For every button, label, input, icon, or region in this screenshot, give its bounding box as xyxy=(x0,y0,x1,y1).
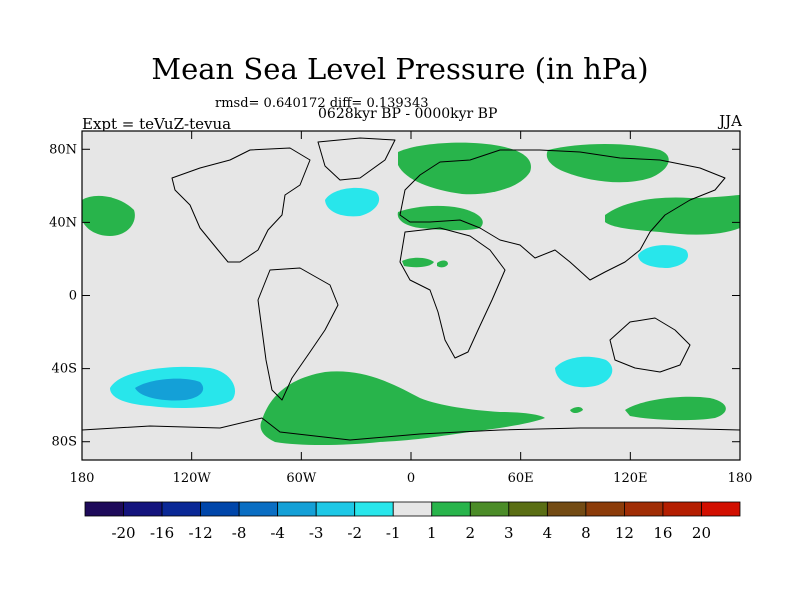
anomaly-region-sahara-small xyxy=(437,260,448,268)
colorbar-label: -12 xyxy=(189,524,213,542)
lon-label: 120E xyxy=(613,471,647,486)
coastline-south-america xyxy=(257,267,339,401)
season-label: JJA xyxy=(719,112,742,130)
colorbar-label: 3 xyxy=(504,524,514,542)
colorbar-swatch xyxy=(123,501,163,517)
colorbar-label: -8 xyxy=(232,524,247,542)
colorbar-label: 2 xyxy=(466,524,476,542)
colorbar-swatch xyxy=(624,501,664,517)
colorbar-swatch xyxy=(354,501,394,517)
colorbar-swatch xyxy=(200,501,240,517)
axis-ticks xyxy=(81,131,741,460)
anomaly-region-southern-ocean-small xyxy=(570,407,583,413)
lon-label: 180 xyxy=(728,471,753,486)
colorbar-label: -16 xyxy=(150,524,174,542)
coastline-australia xyxy=(609,317,691,373)
colorbar-swatch xyxy=(315,501,356,517)
colorbar xyxy=(84,501,741,517)
lon-label: 0 xyxy=(407,471,415,486)
coastline-africa xyxy=(399,227,506,359)
colorbar-swatch xyxy=(546,501,587,517)
anomaly-region-north-pacific-east xyxy=(82,195,135,236)
lon-label: 180 xyxy=(70,471,95,486)
latitude-labels: 80N 40N 0 40S 80S xyxy=(49,142,77,449)
coastline-antarctica xyxy=(82,417,740,441)
lat-label: 80N xyxy=(49,142,77,157)
anomaly-region-south-pacific-east xyxy=(625,396,726,421)
map-title: Mean Sea Level Pressure (in hPa) xyxy=(151,52,649,86)
colorbar-swatch xyxy=(585,501,625,517)
colorbar-swatch xyxy=(508,501,548,517)
colorbar-label: 4 xyxy=(543,524,553,542)
anomaly-region-northwest-pacific xyxy=(638,245,688,268)
anomaly-region-mediterranean xyxy=(397,205,483,231)
colorbar-label: -3 xyxy=(309,524,324,542)
colorbar-swatch xyxy=(469,501,510,517)
coastline-north-america xyxy=(171,147,311,263)
colorbar-label: 1 xyxy=(427,524,437,542)
colorbar-label: 8 xyxy=(581,524,591,542)
colorbar-label: 12 xyxy=(615,524,634,542)
colorbar-label: 16 xyxy=(653,524,672,542)
colorbar-swatch xyxy=(161,501,201,517)
colorbar-label: -2 xyxy=(347,524,362,542)
colorbar-swatch xyxy=(662,501,702,517)
colorbar-labels: -20 -16 -12 -8 -4 -3 -2 -1 1 2 3 4 8 12 16 20 xyxy=(111,524,711,542)
lat-label: 40N xyxy=(49,215,77,230)
colorbar-label: 20 xyxy=(692,524,711,542)
anomaly-region-north-eurasia xyxy=(398,142,531,195)
lon-label: 60W xyxy=(286,471,317,486)
negative-anomaly-regions xyxy=(110,187,688,408)
colorbar-swatch xyxy=(701,501,741,517)
anomaly-region-sahara xyxy=(402,257,434,268)
coastlines xyxy=(82,137,740,441)
stats-label: rmsd= 0.640172 diff= 0.139343 xyxy=(215,96,429,111)
lat-label: 40S xyxy=(52,362,77,377)
lat-label: 80S xyxy=(52,435,77,450)
colorbar-swatch xyxy=(431,501,471,517)
anomaly-region-south-atlantic xyxy=(260,371,545,445)
colorbar-swatch xyxy=(238,501,279,517)
anomaly-region-south-pacific-core xyxy=(135,378,204,401)
lon-label: 120W xyxy=(173,471,212,486)
anomaly-region-indian-ocean xyxy=(555,356,613,388)
colorbar-label: -4 xyxy=(270,524,285,542)
colorbar-swatch xyxy=(277,501,317,517)
colorbar-swatch xyxy=(392,501,433,517)
coastline-eurasia xyxy=(399,149,726,281)
period-label: 0628kyr BP - 0000kyr BP xyxy=(318,106,498,122)
colorbar-label: -1 xyxy=(386,524,401,542)
colorbar-label: -20 xyxy=(111,524,135,542)
lon-label: 60E xyxy=(508,471,534,486)
coastline-greenland xyxy=(317,137,396,181)
anomaly-region-north-pacific-west xyxy=(605,195,740,235)
anomaly-region-north-atlantic xyxy=(325,187,380,217)
experiment-label: Expt = teVuZ-tevua xyxy=(82,115,232,133)
lat-label: 0 xyxy=(69,289,77,304)
positive-anomaly-regions xyxy=(82,142,740,445)
colorbar-swatch xyxy=(84,501,124,517)
longitude-labels: 180 120W 60W 0 60E 120E 180 xyxy=(70,471,753,486)
anomaly-region-arctic-siberia xyxy=(546,144,669,183)
